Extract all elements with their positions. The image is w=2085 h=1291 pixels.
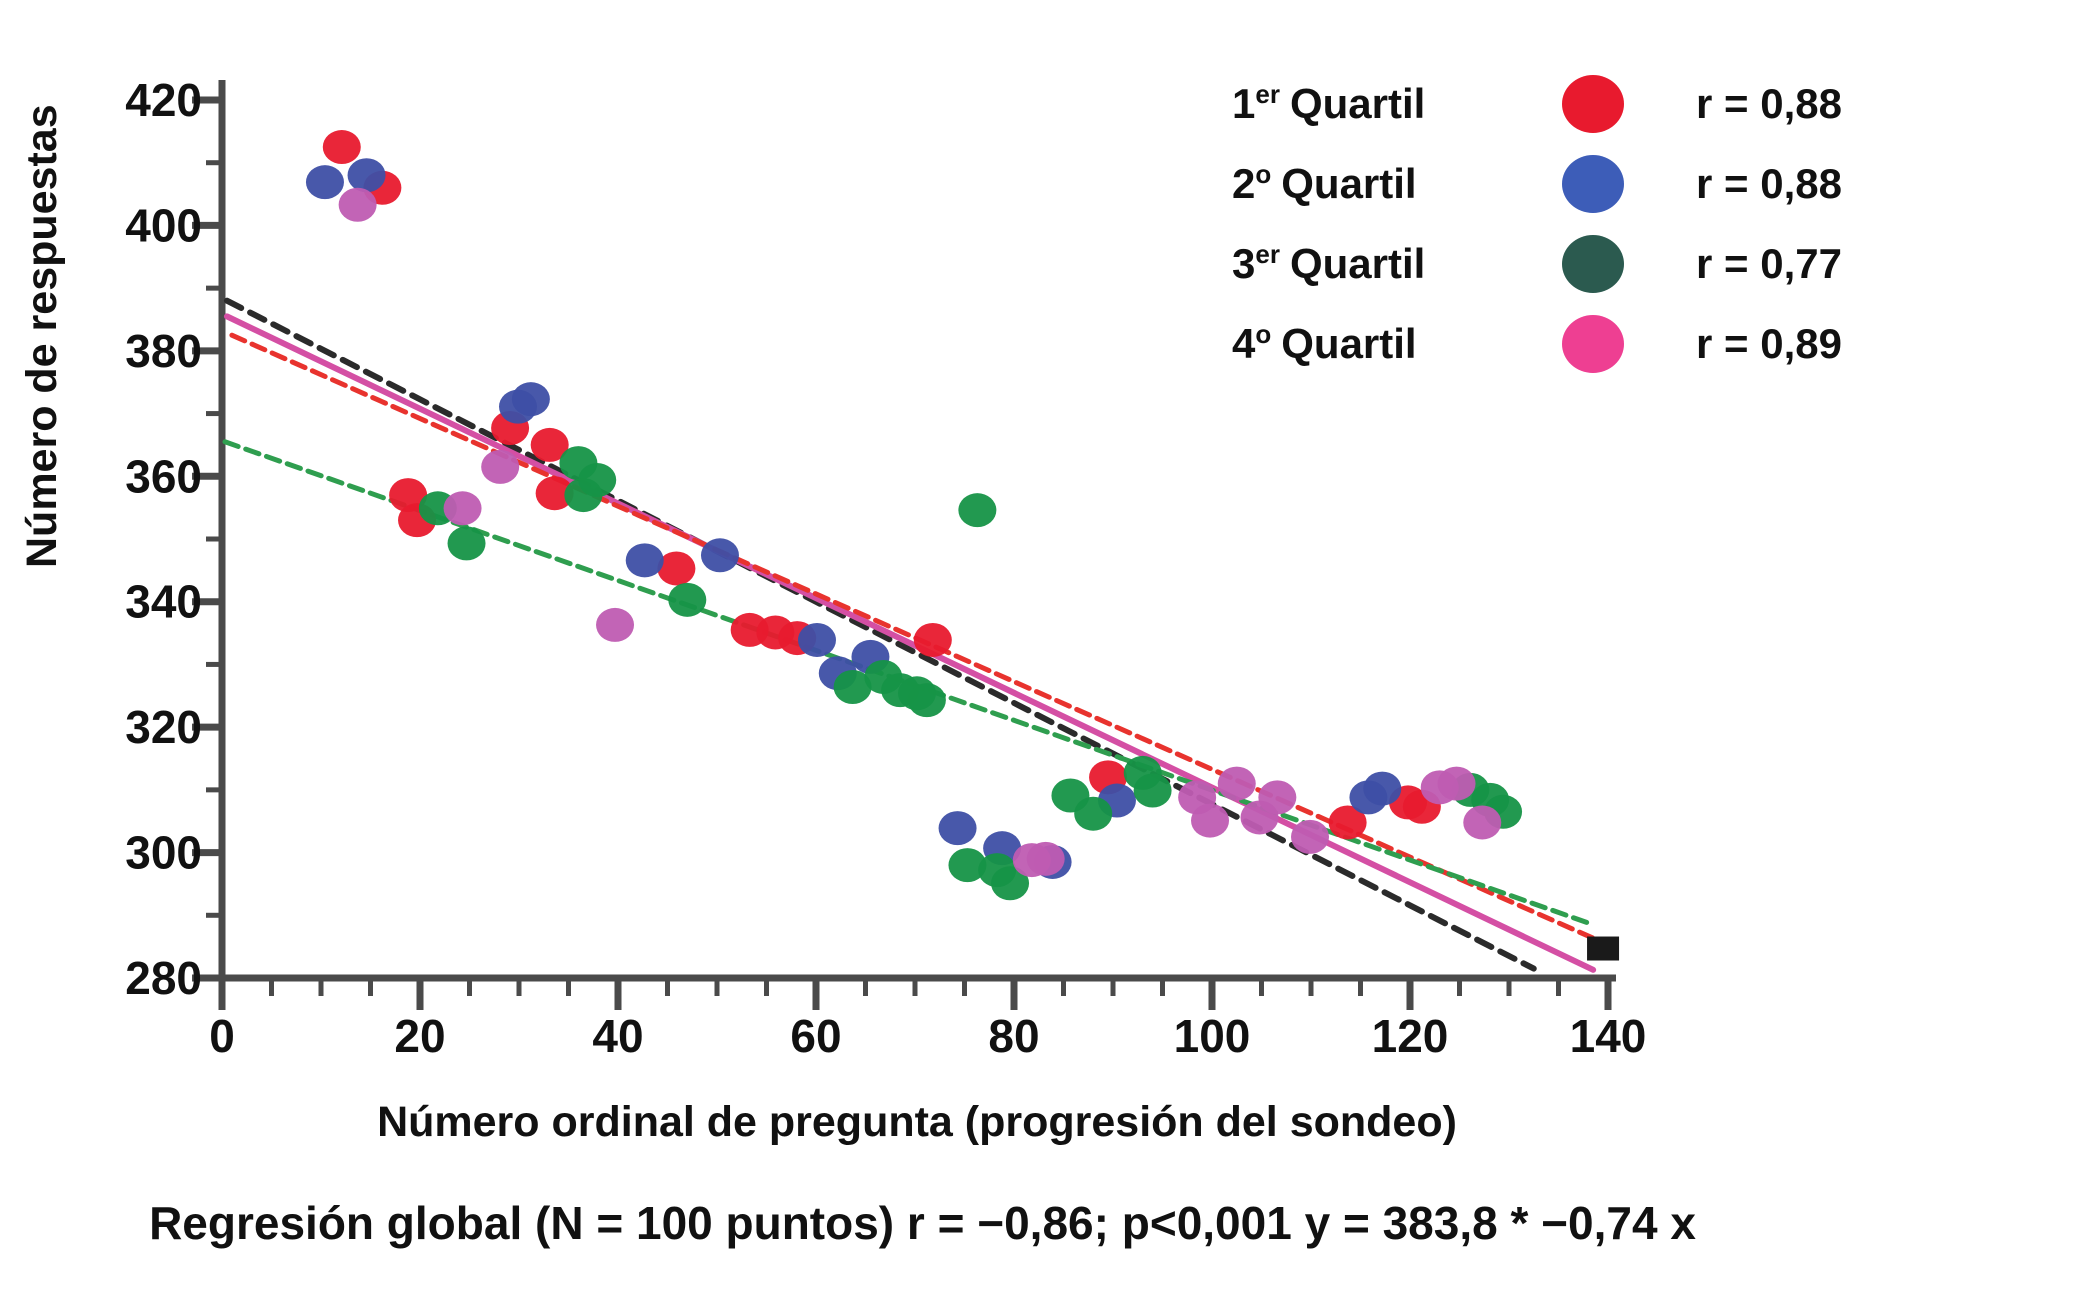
x-tick-label: 140 bbox=[1570, 1010, 1647, 1062]
point-q2 bbox=[938, 811, 977, 846]
legend-r-q2: r = 0,88 bbox=[1696, 160, 1842, 207]
regression-caption: Regresión global (N = 100 puntos) r = −0… bbox=[149, 1197, 1696, 1249]
point-q3 bbox=[1074, 796, 1113, 831]
x-axis-title: Número ordinal de pregunta (progresión d… bbox=[377, 1098, 1457, 1146]
x-tick-label: 60 bbox=[790, 1010, 841, 1062]
y-tick-label: 380 bbox=[125, 325, 202, 377]
y-tick-label: 280 bbox=[125, 952, 202, 1004]
legend-row-q4: 4o Quartil r = 0,89 bbox=[1232, 304, 2012, 384]
y-tick-label: 400 bbox=[125, 199, 202, 251]
scatter-points bbox=[305, 130, 1523, 901]
point-q2 bbox=[625, 543, 664, 578]
point-q1 bbox=[657, 551, 696, 586]
point-q4 bbox=[1258, 780, 1297, 815]
point-q3 bbox=[833, 670, 872, 705]
point-q3 bbox=[564, 478, 603, 513]
legend: 1er Quartil r = 0,88 2o Quartil r = 0,88 3… bbox=[1232, 64, 2012, 384]
y-tick-label: 320 bbox=[125, 701, 202, 753]
x-tick-label: 40 bbox=[592, 1010, 643, 1062]
x-tick-label: 0 bbox=[209, 1010, 235, 1062]
legend-row-q2: 2o Quartil r = 0,88 bbox=[1232, 144, 2012, 224]
point-q2 bbox=[1363, 771, 1402, 806]
point-q2 bbox=[511, 382, 550, 417]
point-q4 bbox=[1026, 841, 1065, 876]
axis-ticks bbox=[192, 96, 1612, 1010]
x-tick-label: 80 bbox=[988, 1010, 1039, 1062]
x-tick-label: 20 bbox=[394, 1010, 445, 1062]
point-q2 bbox=[797, 622, 836, 657]
y-tick-label: 340 bbox=[125, 576, 202, 628]
point-q1 bbox=[535, 476, 574, 511]
point-q2 bbox=[305, 165, 344, 200]
y-axis-title: Número de respuestas bbox=[18, 104, 66, 568]
point-q4 bbox=[1463, 805, 1502, 840]
point-q3 bbox=[958, 493, 997, 528]
legend-swatch-q4-icon bbox=[1562, 315, 1624, 373]
point-q1 bbox=[1328, 805, 1367, 840]
y-tick-label: 420 bbox=[125, 74, 202, 126]
point-q3 bbox=[907, 683, 946, 718]
point-q1 bbox=[530, 427, 569, 462]
legend-row-q3: 3er Quartil r = 0,77 bbox=[1232, 224, 2012, 304]
axis-tick-labels: 0 20 40 60 80 100 120 140 280 300 320 340 360 380 400 4… bbox=[125, 74, 1646, 1062]
global-regression-endpoint-marker bbox=[1587, 936, 1620, 961]
point-q4 bbox=[1217, 766, 1256, 801]
point-q4 bbox=[596, 607, 635, 642]
point-q2 bbox=[347, 158, 386, 193]
legend-swatch-q1-icon bbox=[1562, 75, 1624, 133]
point-q3 bbox=[991, 866, 1030, 901]
point-q2 bbox=[700, 538, 739, 573]
point-q4 bbox=[443, 491, 482, 526]
point-q3 bbox=[1133, 773, 1172, 808]
x-tick-label: 120 bbox=[1372, 1010, 1449, 1062]
point-q4 bbox=[1437, 766, 1476, 801]
regression-line-global bbox=[223, 297, 1537, 972]
legend-swatch-q3-icon bbox=[1562, 235, 1624, 293]
y-tick-label: 300 bbox=[125, 827, 202, 879]
regression-line-quartil-4 bbox=[223, 313, 1597, 973]
x-tick-label: 100 bbox=[1174, 1010, 1251, 1062]
point-q4 bbox=[1191, 803, 1230, 838]
point-q4 bbox=[1291, 819, 1330, 854]
legend-label-q1: 1er Quartil bbox=[1232, 79, 1426, 127]
point-q4 bbox=[338, 187, 377, 222]
legend-label-q4: 4o Quartil bbox=[1232, 319, 1417, 367]
point-q1 bbox=[322, 130, 361, 165]
legend-r-q1: r = 0,88 bbox=[1696, 80, 1842, 127]
point-q3 bbox=[668, 582, 707, 617]
point-q4 bbox=[481, 449, 520, 484]
point-q3 bbox=[948, 848, 987, 883]
legend-r-q3: r = 0,77 bbox=[1696, 240, 1842, 287]
legend-label-q2: 2o Quartil bbox=[1232, 159, 1417, 207]
point-q3 bbox=[447, 526, 486, 561]
legend-row-q1: 1er Quartil r = 0,88 bbox=[1232, 64, 2012, 144]
legend-swatch-q2-icon bbox=[1562, 155, 1624, 213]
y-tick-label: 360 bbox=[125, 450, 202, 502]
point-q1 bbox=[913, 622, 952, 657]
legend-label-q3: 3er Quartil bbox=[1232, 239, 1426, 287]
legend-r-q4: r = 0,89 bbox=[1696, 320, 1842, 367]
